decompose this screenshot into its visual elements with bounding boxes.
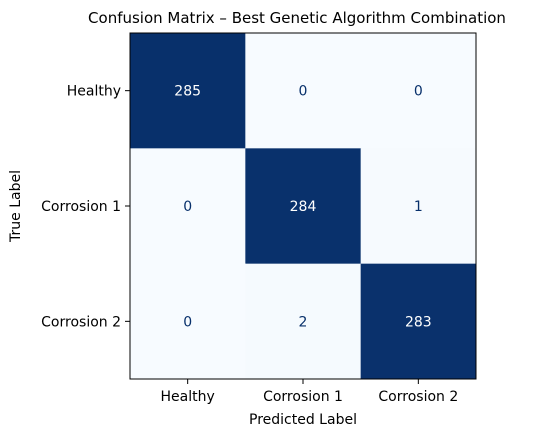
cell-values: 285 0 0 0 284 1 0 2 283 [174, 84, 431, 331]
chart-title: Confusion Matrix – Best Genetic Algorith… [88, 9, 506, 27]
cell-value-label: 284 [290, 199, 317, 215]
heatmap-cells [130, 33, 477, 380]
heatmap-cell [360, 148, 477, 265]
y-axis-ticks: Healthy Corrosion 1 Corrosion 2 [41, 84, 130, 330]
x-tick-label: Corrosion 2 [378, 389, 458, 405]
heatmap-cell [130, 263, 246, 380]
cell-value-label: 0 [183, 199, 192, 215]
cell-value-label: 285 [174, 84, 201, 100]
y-axis-label: True Label [8, 170, 24, 243]
cell-value-label: 0 [414, 84, 423, 100]
cell-value-label: 2 [299, 314, 308, 330]
heatmap-cell [360, 263, 477, 380]
x-tick-label: Corrosion 1 [263, 389, 343, 405]
x-axis-label: Predicted Label [249, 412, 357, 428]
heatmap-cell [245, 148, 362, 265]
heatmap-cell [360, 33, 477, 149]
x-axis-ticks: Healthy Corrosion 1 Corrosion 2 [161, 379, 458, 405]
cell-value-label: 1 [414, 199, 423, 215]
heatmap-cell [130, 33, 246, 149]
y-tick-label: Corrosion 2 [41, 314, 121, 330]
y-tick-label: Corrosion 1 [41, 199, 121, 215]
heatmap-cell [245, 33, 362, 149]
heatmap-cell [245, 263, 362, 380]
cell-value-label: 283 [405, 314, 432, 330]
x-tick-label: Healthy [161, 389, 215, 405]
cell-value-label: 0 [299, 84, 308, 100]
heatmap-cell [130, 148, 246, 265]
cell-value-label: 0 [183, 314, 192, 330]
y-tick-label: Healthy [67, 84, 121, 100]
